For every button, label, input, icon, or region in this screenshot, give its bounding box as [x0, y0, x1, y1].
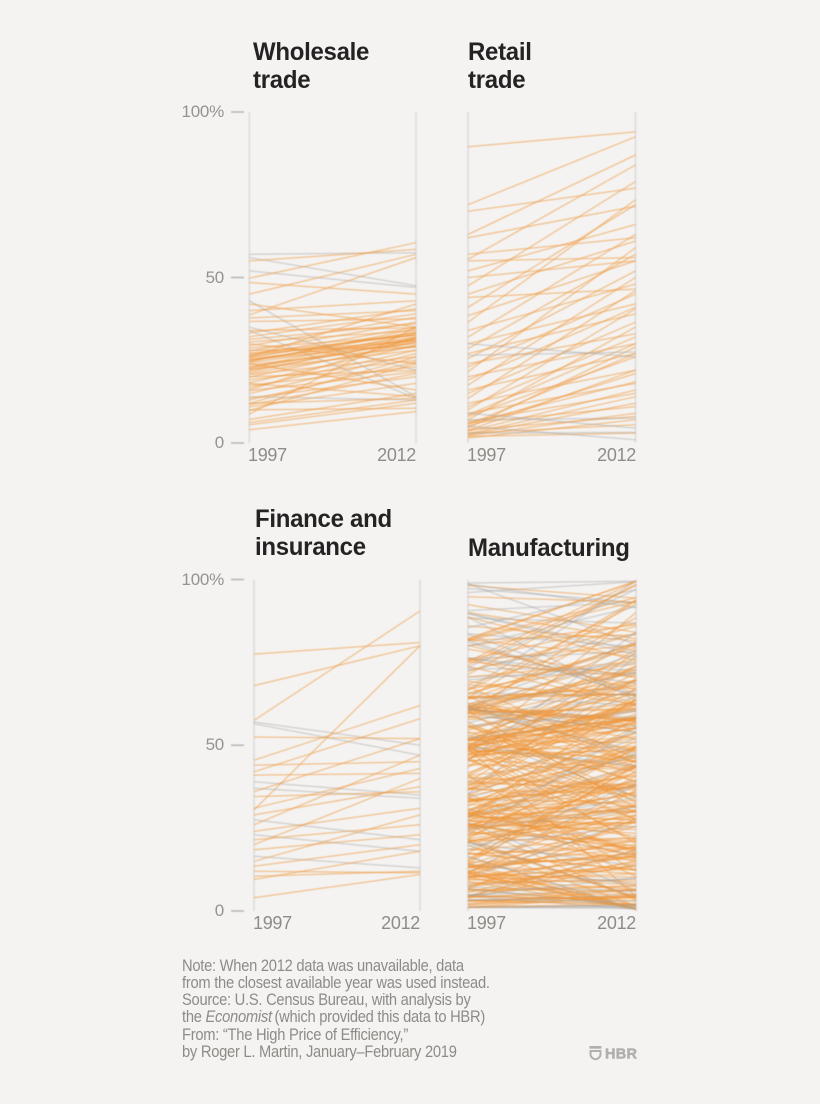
svg-text:HBR: HBR [605, 1047, 638, 1062]
